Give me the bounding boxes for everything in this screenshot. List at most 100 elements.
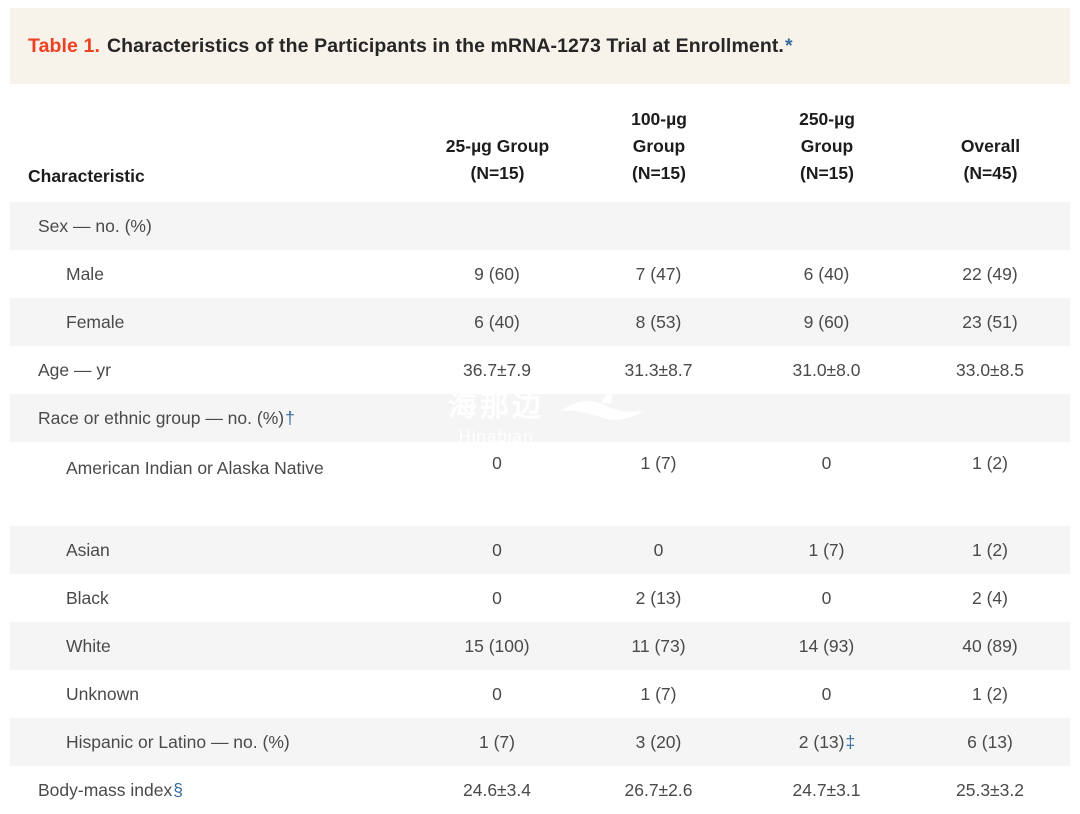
footnote-asterisk: * — [784, 34, 793, 57]
cell-value-100ug: 8 (53) — [635, 311, 682, 332]
cell-value-250ug: 0 — [821, 587, 832, 608]
table-row: Hispanic or Latino — no. (%) 1 (7) 3 (20… — [10, 718, 1070, 766]
table-row: Unknown 0 1 (7) 0 1 (2) — [10, 670, 1070, 718]
footnote-marker: ‡ — [845, 731, 856, 752]
column-header-characteristic: Characteristic — [28, 166, 145, 186]
cell-value-250ug: 9 (60) — [803, 311, 850, 332]
row-label-text: Race or ethnic group — no. (%) — [38, 407, 285, 428]
cell-value-100ug: 3 (20) — [635, 731, 682, 752]
table-body: Sex — no. (%) Male 9 (60) 7 (47) 6 (40) … — [10, 202, 1070, 814]
table-row: Body-mass index § 24.6±3.4 26.7±2.6 24.7±… — [10, 766, 1070, 814]
footnote-marker: † — [285, 407, 295, 428]
cell-value-100ug — [575, 394, 743, 442]
table-row: American Indian or Alaska Native 0 1 (7)… — [10, 442, 1070, 526]
cell-value-100ug — [575, 202, 743, 250]
cell-value-250ug: 6 (40) — [803, 263, 850, 284]
cell-value-overall: 2 (4) — [972, 587, 1008, 608]
row-label-text: Black — [66, 587, 109, 608]
cell-value-250ug — [743, 394, 911, 442]
table-row: Black 0 2 (13) 0 2 (4) — [10, 574, 1070, 622]
row-label-text: White — [66, 635, 111, 656]
row-label: Sex — no. (%) — [10, 202, 420, 250]
row-label-text: Sex — no. (%) — [38, 215, 152, 236]
cell-value-25ug: 0 — [492, 587, 502, 608]
table-row: Sex — no. (%) — [10, 202, 1070, 250]
column-header-25ug: 25-µg Group (N=15) — [445, 135, 550, 183]
table-title-bar: Table 1. Characteristics of the Particip… — [10, 8, 1070, 84]
cell-value-overall: 40 (89) — [962, 635, 1018, 656]
row-label-text: Female — [66, 311, 125, 332]
table-row: Male 9 (60) 7 (47) 6 (40) 22 (49) — [10, 250, 1070, 298]
cell-value-overall: 25.3±3.2 — [956, 779, 1024, 800]
cell-value-overall: 1 (2) — [972, 453, 1008, 473]
cell-value-250ug: 0 — [821, 453, 832, 473]
row-label-text: Male — [66, 263, 104, 284]
table-row: Race or ethnic group — no. (%) † — [10, 394, 1070, 442]
row-label: White — [10, 622, 420, 670]
cell-value-250ug — [743, 202, 911, 250]
cell-value-250ug: 14 (93) — [798, 635, 855, 656]
characteristics-table: Characteristic 25-µg Group (N=15) 100-µg… — [10, 84, 1070, 814]
row-label-text: American Indian or Alaska Native — [66, 458, 324, 478]
table-row: Asian 0 0 1 (7) 1 (2) — [10, 526, 1070, 574]
table-header-row: Characteristic 25-µg Group (N=15) 100-µg… — [10, 84, 1070, 202]
row-label: Race or ethnic group — no. (%) † — [10, 394, 420, 442]
cell-value-100ug: 26.7±2.6 — [624, 779, 693, 800]
cell-value-overall: 1 (2) — [972, 683, 1008, 704]
cell-value-250ug: 1 (7) — [808, 539, 845, 560]
row-label: Asian — [10, 526, 420, 574]
row-label-text: Asian — [66, 539, 110, 560]
cell-value-25ug: 0 — [492, 453, 502, 473]
cell-value-100ug: 1 (7) — [640, 453, 677, 473]
footnote-marker: § — [173, 779, 183, 800]
row-label: Body-mass index § — [10, 766, 420, 814]
table-row: White 15 (100) 11 (73) 14 (93) 40 (89) — [10, 622, 1070, 670]
cell-value-overall: 23 (51) — [962, 311, 1018, 332]
cell-value-250ug: 2 (13) ‡ — [798, 731, 856, 752]
column-header-100ug: 100-µg Group (N=15) — [631, 108, 687, 183]
row-label-text: Body-mass index — [38, 779, 173, 800]
cell-value-25ug: 0 — [492, 683, 502, 704]
cell-value-250ug: 24.7±3.1 — [792, 779, 861, 800]
cell-value-25ug: 24.6±3.4 — [463, 779, 531, 800]
row-label-text: Hispanic or Latino — no. (%) — [66, 731, 290, 752]
cell-value-100ug: 1 (7) — [640, 683, 677, 704]
column-header-overall: Overall (N=45) — [960, 135, 1021, 183]
cell-value-overall: 33.0±8.5 — [956, 359, 1024, 380]
table-title: Characteristics of the Participants in t… — [106, 34, 784, 57]
cell-value-overall — [911, 202, 1070, 250]
cell-value-100ug: 7 (47) — [635, 263, 682, 284]
cell-value-overall — [911, 394, 1070, 442]
cell-value-25ug: 15 (100) — [464, 635, 530, 656]
cell-value-25ug: 0 — [492, 539, 502, 560]
cell-value-25ug: 9 (60) — [474, 263, 520, 284]
row-label-text: Unknown — [66, 683, 139, 704]
row-label: Male — [10, 250, 420, 298]
cell-value-100ug: 2 (13) — [635, 587, 682, 608]
row-label: Female — [10, 298, 420, 346]
table-row: Female 6 (40) 8 (53) 9 (60) 23 (51) — [10, 298, 1070, 346]
row-label: American Indian or Alaska Native — [10, 442, 356, 526]
row-label-text: Age — yr — [38, 359, 111, 380]
cell-value-100ug: 0 — [653, 539, 664, 560]
cell-value-250ug: 31.0±8.0 — [792, 359, 861, 380]
cell-value-25ug — [420, 394, 575, 442]
cell-value-100ug: 31.3±8.7 — [624, 359, 693, 380]
cell-value-25ug: 1 (7) — [479, 731, 515, 752]
cell-value-25ug — [420, 202, 575, 250]
cell-value-overall: 22 (49) — [962, 263, 1018, 284]
cell-value-100ug: 11 (73) — [631, 635, 686, 656]
row-label: Age — yr — [10, 346, 420, 394]
table-row: Age — yr 36.7±7.9 31.3±8.7 31.0±8.0 33.0… — [10, 346, 1070, 394]
column-header-250ug: 250-µg Group (N=15) — [799, 108, 855, 183]
cell-value-overall: 1 (2) — [972, 539, 1008, 560]
cell-value-25ug: 6 (40) — [474, 311, 520, 332]
row-label: Black — [10, 574, 420, 622]
cell-value-250ug: 0 — [821, 683, 832, 704]
cell-value-overall: 6 (13) — [967, 731, 1013, 752]
row-label: Hispanic or Latino — no. (%) — [10, 718, 420, 766]
row-label: Unknown — [10, 670, 420, 718]
cell-value-25ug: 36.7±7.9 — [463, 359, 531, 380]
table-number: Table 1. — [28, 34, 100, 57]
